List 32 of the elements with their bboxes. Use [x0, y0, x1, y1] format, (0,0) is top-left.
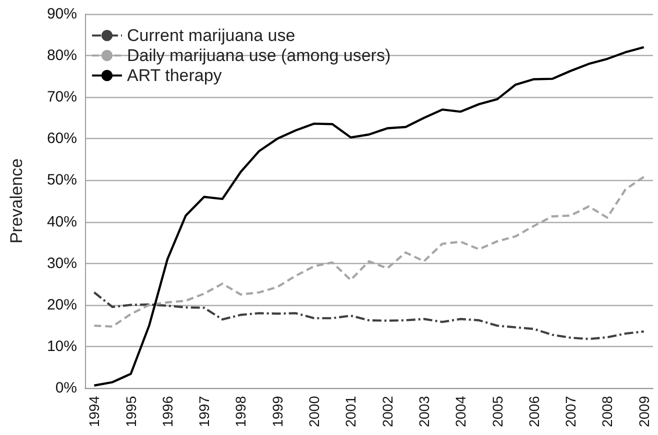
- y-tick-label: 10%: [46, 338, 77, 355]
- line-series: [93, 46, 645, 387]
- y-tick-label: 70%: [46, 88, 77, 106]
- x-tick-label: 2006: [526, 396, 542, 428]
- x-tick-label: 1994: [86, 396, 102, 428]
- y-axis-title: Prevalence: [7, 158, 26, 244]
- line-series: [93, 291, 645, 340]
- y-tick-label: 90%: [46, 6, 77, 22]
- x-tick-label: 2001: [342, 396, 359, 428]
- x-tick-label: 2002: [379, 396, 396, 428]
- y-tick-label: 20%: [46, 296, 77, 314]
- x-tick-label: 1996: [159, 396, 176, 428]
- y-tick-label: 60%: [46, 130, 77, 148]
- y-tick-label: 50%: [46, 172, 77, 189]
- legend-label: Daily marijuana use (among users): [127, 46, 391, 65]
- x-tick-label: 1997: [196, 396, 212, 428]
- y-tick-label: 0%: [55, 380, 77, 396]
- y-tick-label: 30%: [46, 254, 77, 272]
- x-tick-label: 2003: [416, 396, 432, 428]
- x-tick-label: 2008: [599, 396, 616, 428]
- x-tick-label: 2005: [489, 396, 506, 428]
- x-tick-label: 2007: [562, 396, 579, 428]
- y-tick-label: 80%: [46, 47, 77, 64]
- legend-label: ART therapy: [127, 66, 222, 85]
- x-tick-label: 1999: [269, 396, 286, 428]
- legend-label: Current marijuana use: [127, 26, 296, 45]
- x-tick-label: 2000: [306, 396, 322, 428]
- y-tick-label: 40%: [46, 213, 77, 230]
- x-tick-label: 2004: [452, 396, 469, 428]
- x-tick-label: 2009: [636, 396, 652, 428]
- x-tick-label: 1998: [232, 396, 249, 428]
- x-tick-label: 1995: [122, 396, 139, 428]
